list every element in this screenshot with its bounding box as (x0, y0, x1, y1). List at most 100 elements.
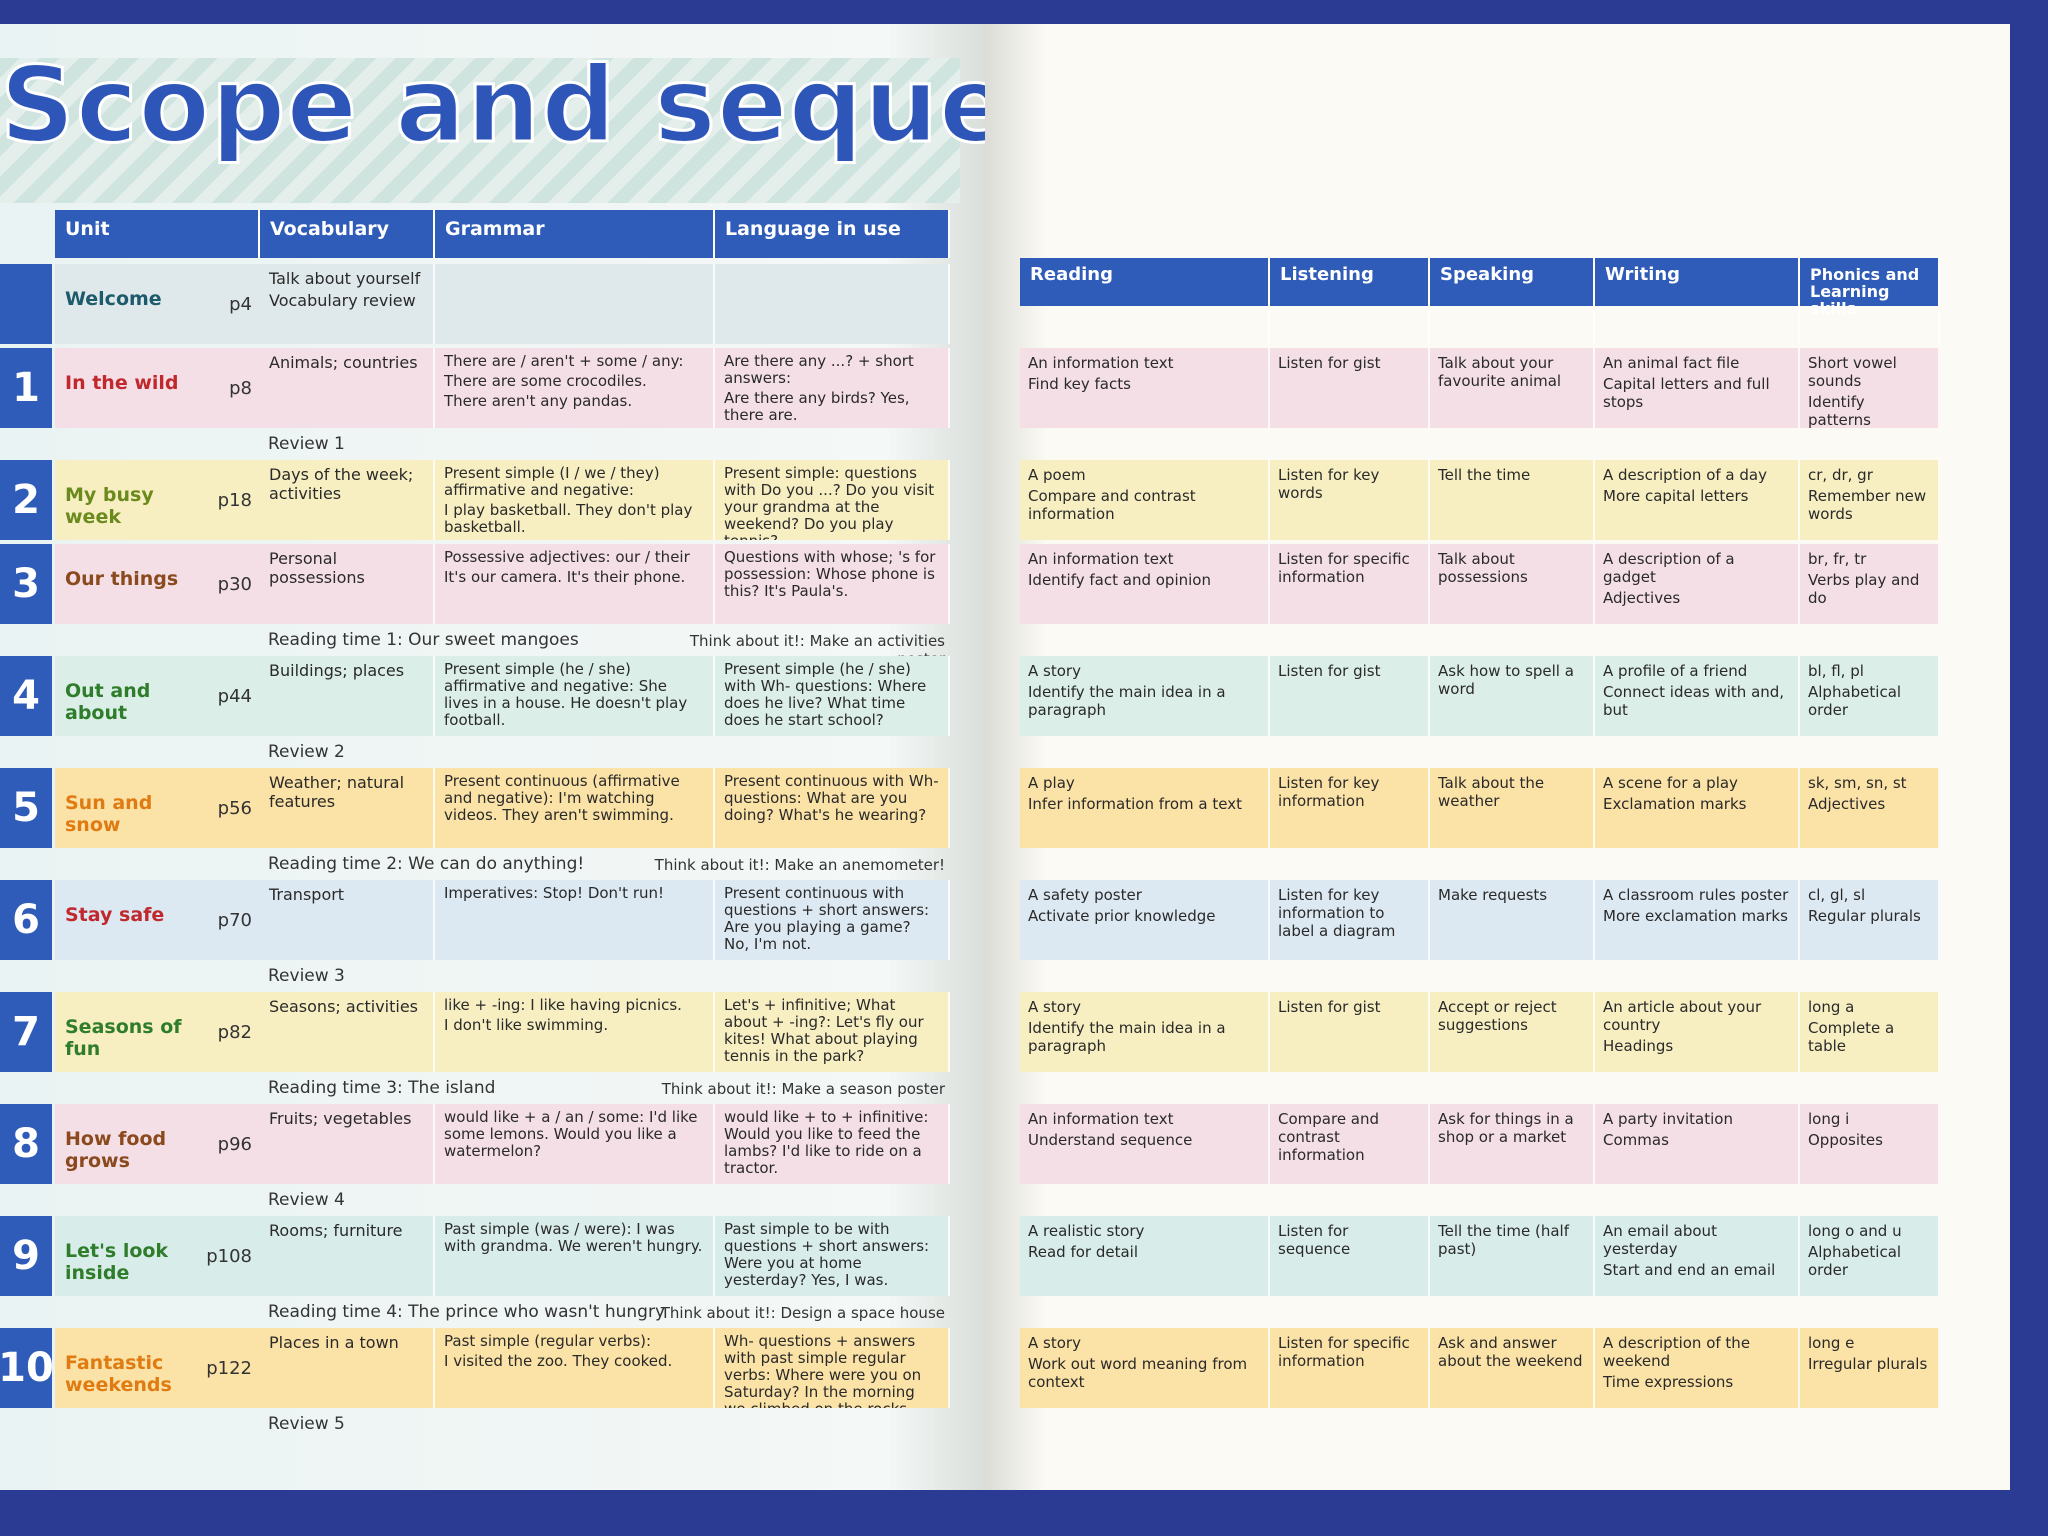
unit-page: p18 (217, 490, 252, 511)
speaking-cell: Make requests (1430, 880, 1595, 960)
unit-name: How food grows (65, 1128, 167, 1172)
column-header: Vocabulary (260, 210, 435, 258)
unit-number-box (0, 264, 52, 344)
cell-line: Buildings; places (269, 661, 405, 680)
cell-line: Past simple (regular verbs): (444, 1332, 652, 1350)
phonics-cell: br, fr, tr Verbs play and do (1800, 544, 1940, 624)
cell-line: A story (1028, 998, 1081, 1016)
right-page: Reading Listening Speaking Writing Phonics a… (985, 24, 2010, 1490)
unit-number: 4 (12, 673, 40, 719)
listening-cell: Listen for specific information (1270, 544, 1430, 624)
speaking-cell: Talk about possessions (1430, 544, 1595, 624)
listening-cell: Listen for gist (1270, 656, 1430, 736)
interstitial-text: Reading time 4: The prince who wasn't hu… (268, 1302, 666, 1322)
reading-cell: A story Work out word meaning from contex… (1020, 1328, 1270, 1408)
cell-line: An article about your country (1603, 998, 1762, 1034)
vocabulary-cell: Seasons; activities (260, 992, 435, 1072)
grammar-cell: Possessive adjectives: our / their It's o… (435, 544, 715, 624)
reading-cell: An information text Find key facts (1020, 348, 1270, 428)
phonics-cell: long e Irregular plurals (1800, 1328, 1940, 1408)
listening-cell: Listen for sequence (1270, 1216, 1430, 1296)
cell-line: Tell the time (half past) (1438, 1222, 1569, 1258)
unit-number: 2 (12, 477, 40, 523)
cell-line: Tell the time (1438, 466, 1531, 484)
cell-line: Adjectives (1808, 795, 1886, 813)
cell-line: There are some crocodiles. (444, 372, 647, 390)
unit-number-box: 5 (0, 768, 52, 848)
unit-cell: Our things p30 (55, 544, 260, 624)
cell-line: Present continuous with Wh- questions: W… (724, 772, 939, 824)
language-cell (715, 264, 950, 344)
cell-line: Fruits; vegetables (269, 1109, 412, 1128)
cell-line: cr, dr, gr (1808, 466, 1873, 484)
cell-line: More capital letters (1603, 487, 1749, 505)
column-header: Reading (1020, 258, 1270, 306)
cell-line: A realistic story (1028, 1222, 1145, 1240)
unit-number: 5 (12, 785, 40, 831)
writing-cell: A description of a day More capital lette… (1595, 460, 1800, 540)
language-cell: Are there any ...? + short answers: Are t… (715, 348, 950, 428)
grammar-cell: would like + a / an / some: I'd like som… (435, 1104, 715, 1184)
cell-line: Regular plurals (1808, 907, 1921, 925)
cell-line: would like + a / an / some: I'd like som… (444, 1108, 698, 1160)
cell-line: An information text (1028, 1110, 1174, 1128)
speaking-cell (1430, 264, 1595, 344)
cell-line: There are / aren't + some / any: (444, 352, 684, 370)
cell-line: Exclamation marks (1603, 795, 1747, 813)
writing-cell (1595, 264, 1800, 344)
left-page: Scope and sequence Unit Vocabulary Grammar… (0, 24, 1220, 1490)
cell-line: Past simple to be with questions + short… (724, 1220, 930, 1289)
cell-line: Let's + infinitive; What about + -ing?: … (724, 996, 924, 1065)
think-about-it: Think about it!: Make a season poster (661, 1080, 945, 1098)
phonics-cell: long a Complete a table (1800, 992, 1940, 1072)
cell-line: Start and end an email (1603, 1261, 1776, 1279)
vocabulary-cell: Personal possessions (260, 544, 435, 624)
grammar-cell: like + -ing: I like having picnics. I don… (435, 992, 715, 1072)
grammar-cell: Present simple (I / we / they) affirmati… (435, 460, 715, 540)
reading-cell: A play Infer information from a text (1020, 768, 1270, 848)
phonics-cell: cr, dr, gr Remember new words (1800, 460, 1940, 540)
cell-line: There aren't any pandas. (444, 392, 633, 410)
cell-line: Adjectives (1603, 589, 1681, 607)
cell-line: Compare and contrast information (1028, 487, 1196, 523)
unit-name: Our things (65, 568, 179, 590)
listening-cell: Listen for gist (1270, 348, 1430, 428)
reading-cell: A story Identify the main idea in a parag… (1020, 656, 1270, 736)
unit-number-box: 7 (0, 992, 52, 1072)
speaking-cell: Talk about your favourite animal (1430, 348, 1595, 428)
think-about-it: Think about it!: Make an anemometer! (654, 856, 945, 874)
cell-line: Weather; natural features (269, 773, 405, 811)
cell-line: Transport (269, 885, 345, 904)
unit-cell: My busy week p18 (55, 460, 260, 540)
cell-line: Ask for things in a shop or a market (1438, 1110, 1574, 1146)
listening-cell: Listen for gist (1270, 992, 1430, 1072)
cell-line: An animal fact file (1603, 354, 1740, 372)
listening-cell: Listen for key information to label a di… (1270, 880, 1430, 960)
unit-name: Let's look inside (65, 1240, 169, 1284)
grammar-cell: Present simple (he / she) affirmative an… (435, 656, 715, 736)
unit-page: p44 (217, 686, 252, 707)
cell-line: long e (1808, 1334, 1855, 1352)
cell-line: Compare and contrast information (1278, 1110, 1380, 1164)
unit-cell: Fantastic weekends p122 (55, 1328, 260, 1408)
vocabulary-cell: Days of the week; activities (260, 460, 435, 540)
vocabulary-cell: Transport (260, 880, 435, 960)
cell-line: Opposites (1808, 1131, 1883, 1149)
phonics-cell (1800, 264, 1940, 344)
cell-line: Alphabetical order (1808, 1243, 1902, 1279)
listening-cell (1270, 264, 1430, 344)
cell-line: A scene for a play (1603, 774, 1738, 792)
writing-cell: A profile of a friend Connect ideas with … (1595, 656, 1800, 736)
listening-cell: Compare and contrast information (1270, 1104, 1430, 1184)
cell-line: Infer information from a text (1028, 795, 1242, 813)
cell-line: Headings (1603, 1037, 1674, 1055)
grammar-cell: Past simple (was / were): I was with gra… (435, 1216, 715, 1296)
unit-page: p4 (229, 294, 252, 315)
column-header: Phonics and Learning skills (1800, 258, 1940, 317)
language-cell: Present simple (he / she) with Wh- quest… (715, 656, 950, 736)
cell-line: Accept or reject suggestions (1438, 998, 1557, 1034)
cell-line: Find key facts (1028, 375, 1131, 393)
cell-line: like + -ing: I like having picnics. (444, 996, 682, 1014)
writing-cell: An article about your country Headings (1595, 992, 1800, 1072)
